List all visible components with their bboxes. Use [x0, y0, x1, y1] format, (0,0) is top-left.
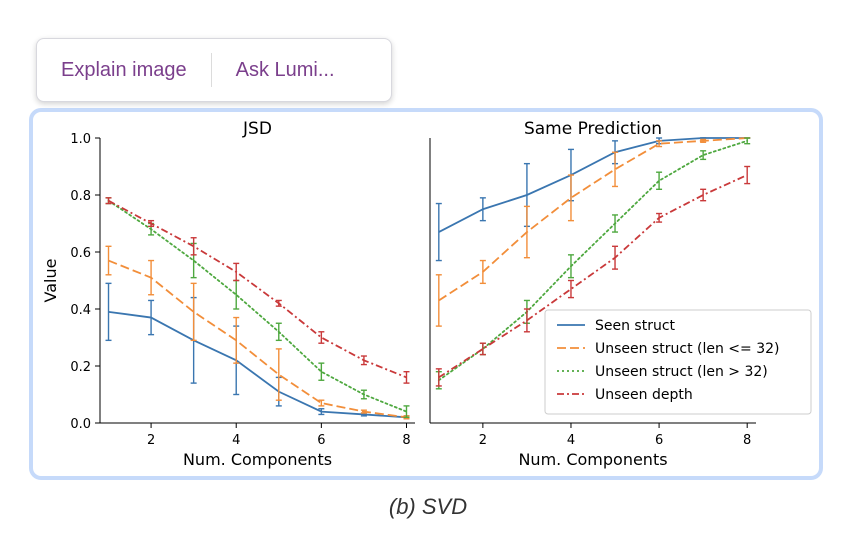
- error-bar-0-3-5: [318, 331, 325, 344]
- y-tick-label-0-1: 0.2: [70, 360, 91, 375]
- error-bar-1-1-3: [567, 174, 574, 222]
- legend-label-0: Seen struct: [595, 318, 676, 334]
- series-line-1-1: [438, 137, 748, 302]
- y-tick-label-0-3: 0.6: [70, 246, 91, 261]
- error-bar-0-3-6: [360, 355, 367, 366]
- legend-label-3: Unseen depth: [595, 387, 693, 403]
- error-bar-1-0-1: [479, 197, 486, 222]
- y-tick-label-0-5: 1.0: [70, 132, 91, 147]
- legend-label-2: Unseen struct (len > 32): [595, 364, 768, 380]
- error-bar-1-1-0: [435, 274, 442, 327]
- error-bar-1-3-2: [523, 308, 530, 333]
- legend-box: [544, 309, 812, 415]
- x-tick-label-1-3: 8: [743, 433, 751, 448]
- error-bar-0-1-5: [318, 399, 325, 407]
- error-bar-0-2-4: [275, 322, 282, 342]
- error-bar-0-1-2: [190, 282, 197, 342]
- x-tick-label-1-2: 6: [655, 433, 663, 448]
- error-bar-1-3-6: [700, 188, 707, 202]
- x-tick-label-1-1: 4: [567, 433, 575, 448]
- x-tick-label-0-3: 8: [402, 433, 410, 448]
- legend-label-1: Unseen struct (len <= 32): [595, 341, 780, 357]
- error-bar-1-3-0: [435, 368, 442, 387]
- error-bar-1-1-2: [523, 205, 530, 259]
- y-axis-label-0: Value: [41, 259, 60, 303]
- series-line-1-3: [438, 174, 748, 379]
- error-bar-0-0-0: [105, 282, 112, 342]
- y-tick-label-0-2: 0.4: [70, 303, 91, 318]
- series-line-1-0: [438, 137, 748, 233]
- error-bar-1-1-5: [656, 140, 663, 148]
- error-bar-1-0-0: [435, 202, 442, 262]
- series-line-0-0: [108, 310, 407, 419]
- x-tick-label-0-0: 2: [147, 433, 155, 448]
- error-bar-1-2-7: [744, 137, 751, 145]
- error-bar-1-3-7: [744, 165, 751, 185]
- explain-image-button[interactable]: Explain image: [61, 58, 187, 81]
- error-bar-0-2-3: [233, 279, 240, 310]
- error-bar-0-1-0: [105, 245, 112, 276]
- figure-caption: (b) SVD: [388, 494, 468, 519]
- error-bar-1-2-3: [567, 254, 574, 279]
- x-axis-label-1: Num. Components: [518, 450, 667, 469]
- panel-title-0: JSD: [242, 119, 272, 139]
- error-bar-1-3-4: [612, 245, 619, 270]
- error-bar-1-3-3: [567, 279, 574, 299]
- error-bar-0-3-1: [148, 219, 155, 228]
- ask-lumi-button[interactable]: Ask Lumi...: [235, 58, 335, 81]
- error-bar-1-2-5: [656, 171, 663, 191]
- image-highlight-frame[interactable]: [29, 108, 823, 480]
- panel-title-1: Same Prediction: [524, 119, 662, 139]
- error-bar-0-3-7: [403, 371, 410, 384]
- error-bar-1-3-1: [479, 342, 486, 356]
- y-tick-label-0-4: 0.8: [70, 189, 91, 204]
- series-line-0-2: [107, 199, 408, 413]
- error-bar-0-1-4: [275, 348, 282, 401]
- error-bar-0-2-7: [403, 405, 410, 418]
- error-bar-0-3-4: [275, 299, 282, 307]
- series-line-1-2: [437, 139, 749, 382]
- x-tick-label-1-0: 2: [479, 433, 487, 448]
- series-line-0-1: [108, 259, 407, 419]
- error-bar-0-0-5: [318, 408, 325, 416]
- error-bar-0-3-0: [105, 197, 112, 205]
- error-bar-0-3-3: [233, 262, 240, 282]
- error-bar-1-1-4: [612, 151, 619, 188]
- error-bar-1-3-5: [656, 212, 663, 223]
- x-axis-label-0: Num. Components: [183, 450, 332, 469]
- image-action-popup: Explain image Ask Lumi...: [36, 38, 392, 102]
- x-tick-label-0-1: 4: [232, 433, 240, 448]
- error-bar-1-1-1: [479, 259, 486, 285]
- error-bar-0-1-3: [233, 316, 240, 364]
- x-tick-label-0-2: 6: [317, 433, 325, 448]
- error-bar-0-2-6: [360, 389, 367, 400]
- error-bar-0-1-1: [148, 259, 155, 296]
- series-line-0-3: [108, 199, 407, 379]
- error-bar-0-3-2: [190, 237, 197, 256]
- error-bar-0-0-1: [148, 299, 155, 336]
- popup-divider: [210, 53, 212, 87]
- error-bar-0-2-5: [318, 362, 325, 381]
- y-tick-label-0-0: 0.0: [70, 417, 91, 432]
- error-bar-1-1-6: [700, 138, 707, 143]
- error-bar-0-1-6: [360, 409, 367, 414]
- error-bar-1-2-4: [612, 214, 619, 233]
- error-bar-1-2-6: [700, 150, 707, 161]
